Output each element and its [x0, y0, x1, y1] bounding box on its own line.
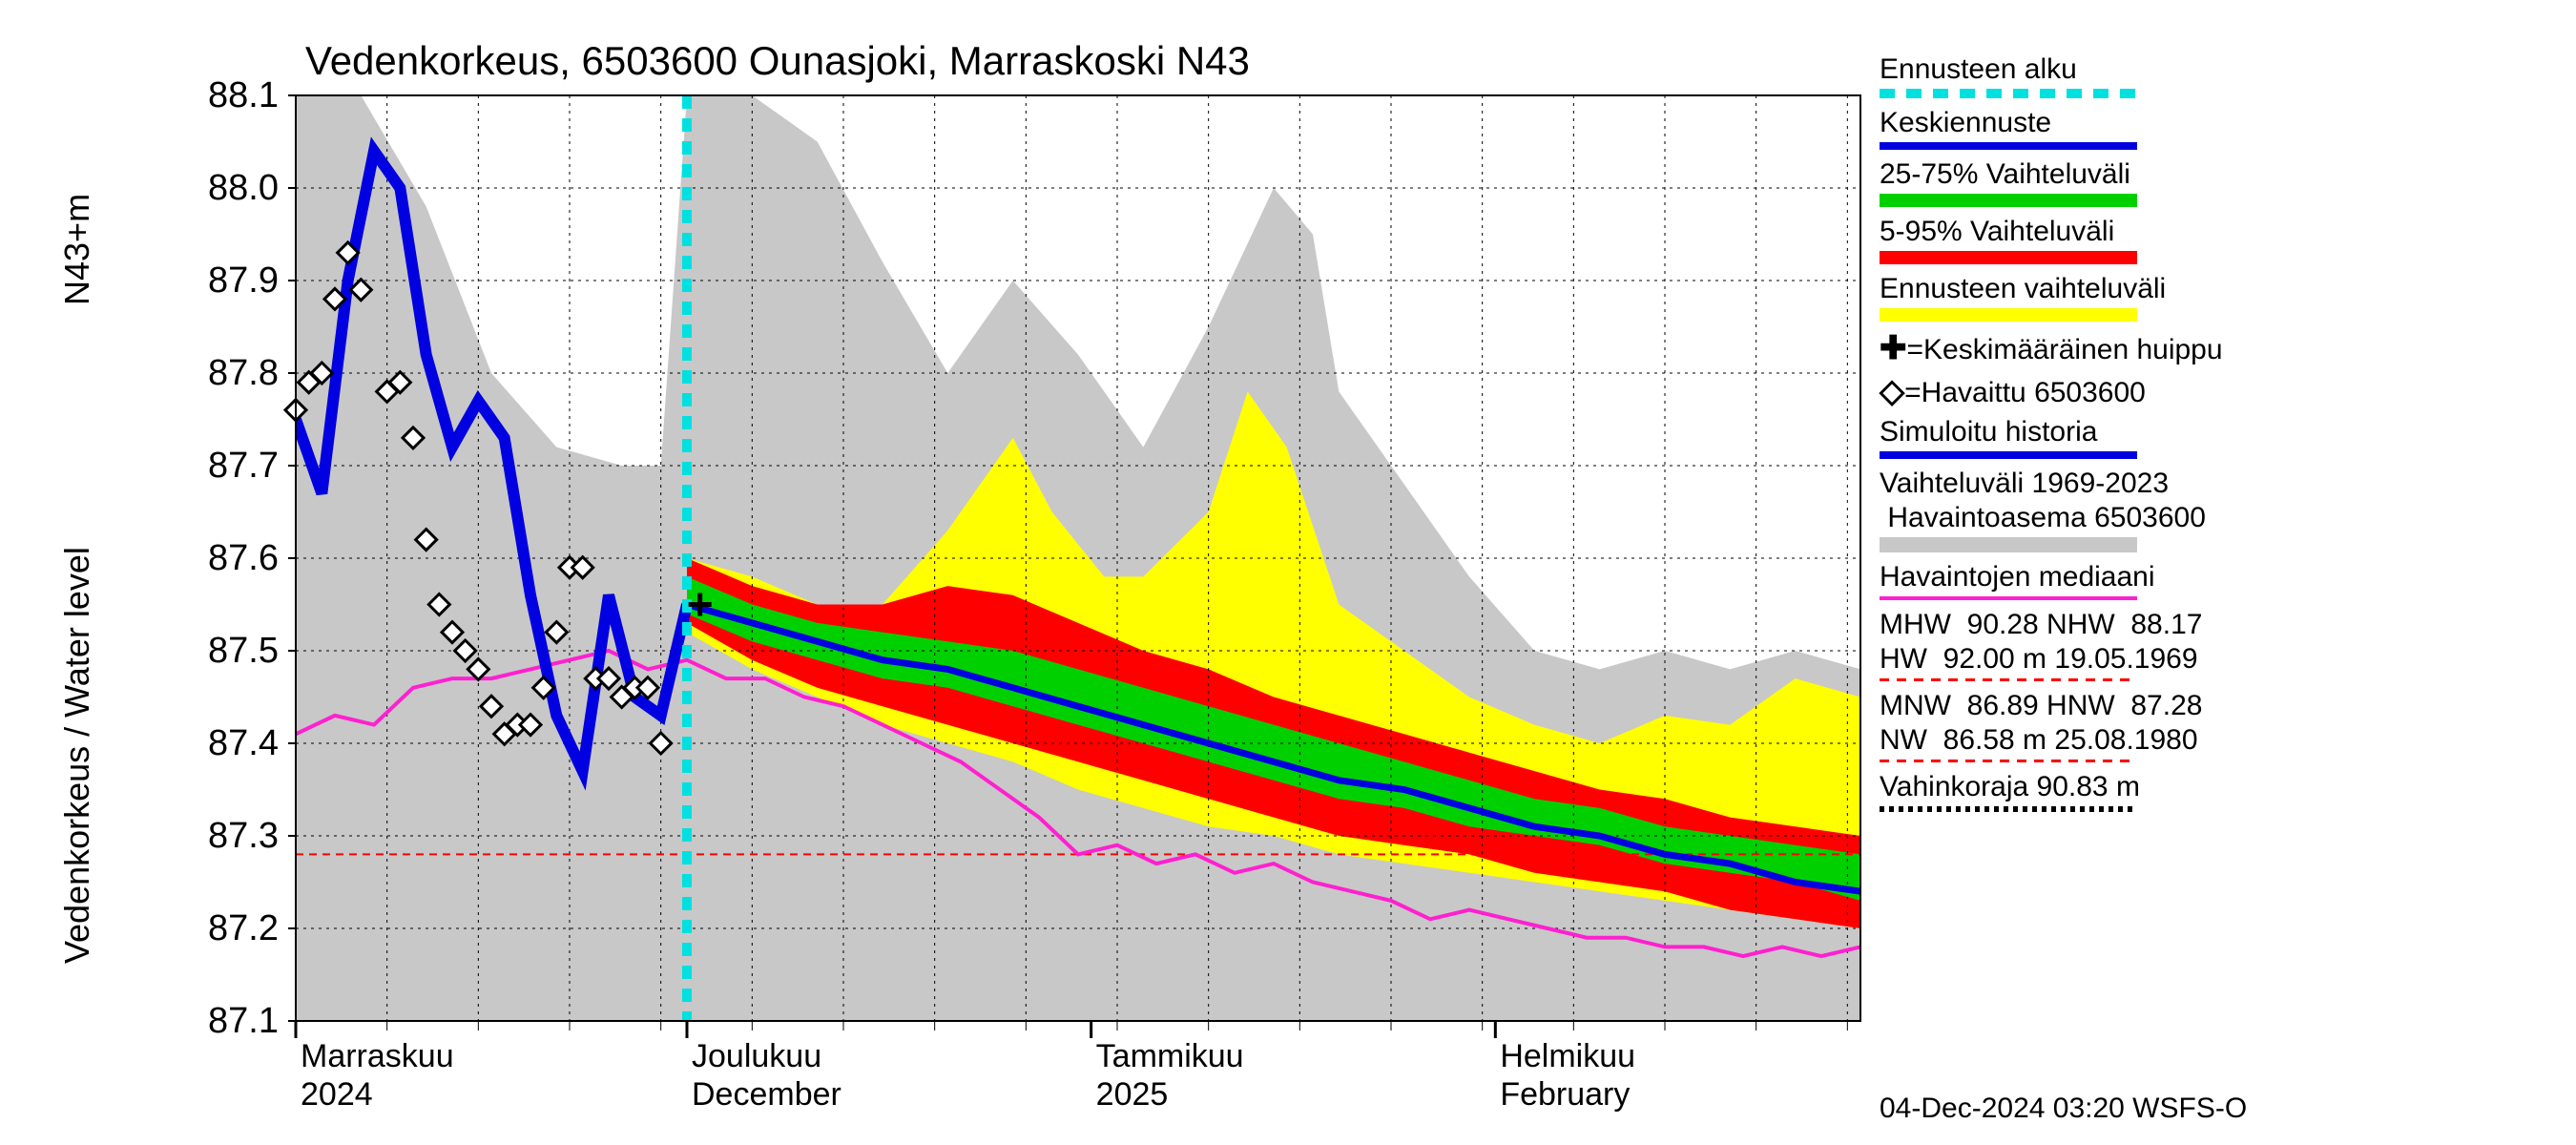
x-tick-label: December	[692, 1076, 841, 1113]
y-tick-label: 87.4	[208, 723, 279, 763]
legend-item: Havaintojen mediaani	[1880, 560, 2376, 600]
legend-item: Ennusteen vaihteluväli	[1880, 272, 2376, 322]
x-tick-label: 2025	[1096, 1076, 1169, 1113]
legend-swatch	[1880, 142, 2137, 150]
legend-item: 5-95% Vaihteluväli	[1880, 215, 2376, 264]
legend-label: Vaihteluväli 1969-2023 Havaintoasema 650…	[1880, 467, 2376, 535]
legend-swatch	[1880, 760, 2137, 762]
x-tick-label: 2024	[301, 1076, 373, 1113]
legend-label: Keskiennuste	[1880, 106, 2376, 140]
legend-item: 25-75% Vaihteluväli	[1880, 157, 2376, 207]
y-tick-label: 87.5	[208, 631, 279, 671]
legend-label: MNW 86.89 HNW 87.28 NW 86.58 m 25.08.198…	[1880, 689, 2376, 758]
legend-swatch	[1880, 806, 2137, 812]
legend-label: 5-95% Vaihteluväli	[1880, 215, 2376, 249]
legend-item: Vahinkoraja 90.83 m	[1880, 770, 2376, 812]
y-axis-label-unit: N43+m	[57, 194, 97, 305]
legend-swatch	[1880, 194, 2137, 207]
legend-swatch	[1880, 308, 2137, 322]
legend-swatch	[1880, 251, 2137, 264]
legend-swatch	[1880, 596, 2137, 600]
y-tick-label: 87.7	[208, 446, 279, 486]
x-tick-label: February	[1500, 1076, 1630, 1113]
plus-icon: ✚	[1880, 330, 1907, 366]
legend-swatch	[1880, 678, 2137, 681]
legend-item: MNW 86.89 HNW 87.28 NW 86.58 m 25.08.198…	[1880, 689, 2376, 762]
chart-title: Vedenkorkeus, 6503600 Ounasjoki, Marrask…	[305, 38, 1250, 84]
legend-item: Simuloitu historia	[1880, 415, 2376, 459]
legend-item: MHW 90.28 NHW 88.17 HW 92.00 m 19.05.196…	[1880, 608, 2376, 681]
legend-swatch	[1880, 89, 2137, 98]
legend-item: Ennusteen alku	[1880, 52, 2376, 98]
y-axis-label-main: Vedenkorkeus / Water level	[57, 547, 97, 964]
legend-item: Keskiennuste	[1880, 106, 2376, 150]
y-tick-label: 87.2	[208, 908, 279, 948]
legend-item: ✚=Keskimääräinen huippu	[1880, 329, 2376, 368]
legend-label: 25-75% Vaihteluväli	[1880, 157, 2376, 192]
legend-label: =Keskimääräinen huippu	[1907, 334, 2223, 365]
y-tick-label: 88.0	[208, 168, 279, 208]
y-tick-label: 87.9	[208, 260, 279, 301]
legend-label: Havaintojen mediaani	[1880, 560, 2376, 594]
legend-label: Ennusteen vaihteluväli	[1880, 272, 2376, 306]
y-tick-label: 87.6	[208, 538, 279, 578]
legend-label: =Havaittu 6503600	[1904, 377, 2146, 408]
legend-label: Vahinkoraja 90.83 m	[1880, 770, 2376, 804]
legend-label: Simuloitu historia	[1880, 415, 2376, 449]
legend-swatch	[1880, 537, 2137, 552]
legend-label: Ennusteen alku	[1880, 52, 2376, 87]
x-tick-label: Tammikuu	[1096, 1038, 1244, 1074]
y-tick-label: 88.1	[208, 75, 279, 115]
legend-item: Vaihteluväli 1969-2023 Havaintoasema 650…	[1880, 467, 2376, 552]
diamond-icon: ◇	[1880, 373, 1904, 409]
x-tick-label: Marraskuu	[301, 1038, 454, 1074]
y-tick-label: 87.3	[208, 816, 279, 856]
footer-timestamp: 04-Dec-2024 03:20 WSFS-O	[1880, 1093, 2247, 1125]
legend-item: ◇=Havaittu 6503600	[1880, 372, 2376, 411]
legend: Ennusteen alku Keskiennuste 25-75% Vaihtel…	[1880, 52, 2376, 820]
x-tick-label: Joulukuu	[692, 1038, 821, 1074]
legend-swatch	[1880, 451, 2137, 459]
x-tick-label: Helmikuu	[1500, 1038, 1635, 1074]
y-tick-label: 87.1	[208, 1001, 279, 1041]
legend-label: MHW 90.28 NHW 88.17 HW 92.00 m 19.05.196…	[1880, 608, 2376, 677]
y-tick-label: 87.8	[208, 353, 279, 393]
